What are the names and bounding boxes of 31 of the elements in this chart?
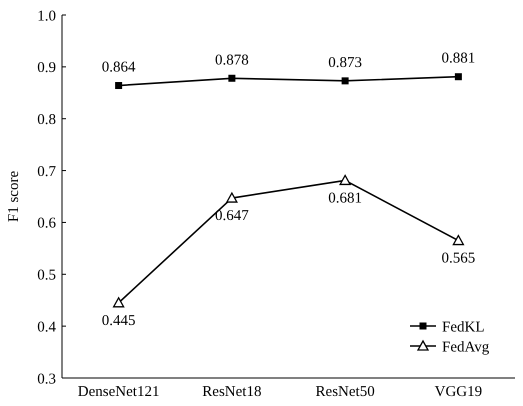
point [228,74,236,82]
y-tick-label: 0.3 [37,371,56,388]
y-tick-label: 0.8 [37,112,56,128]
legend-label: FedKL [442,319,484,336]
x-tick-label: VGG19 [434,384,482,400]
point [454,73,462,80]
y-tick-label: 1.0 [37,8,56,24]
y-tick-label: 0.5 [37,268,56,284]
point [115,82,122,90]
y-tick-label: 0.9 [37,60,56,76]
x-tick-label: DenseNet121 [78,384,160,400]
data-label: 0.873 [328,54,362,71]
y-axis-title: F1 score [6,170,22,222]
y-tick-label: 0.6 [37,216,56,232]
point [112,297,124,308]
data-label: 0.445 [102,312,136,329]
y-tick-label: 0.7 [37,164,56,180]
point [342,77,349,84]
data-label: 0.647 [215,208,250,224]
data-label: 0.681 [328,190,362,206]
data-label: 0.565 [442,250,476,267]
x-tick-label: ResNet18 [202,384,262,400]
data-label: 0.881 [442,50,476,67]
data-label: 0.864 [102,60,136,76]
y-tick-label: 0.4 [37,319,56,336]
point [452,234,464,246]
point [339,174,351,186]
point [226,192,238,203]
data-label: 0.878 [215,52,249,68]
x-tick-label: ResNet50 [316,384,375,400]
legend-label: FedAvg [442,339,490,356]
